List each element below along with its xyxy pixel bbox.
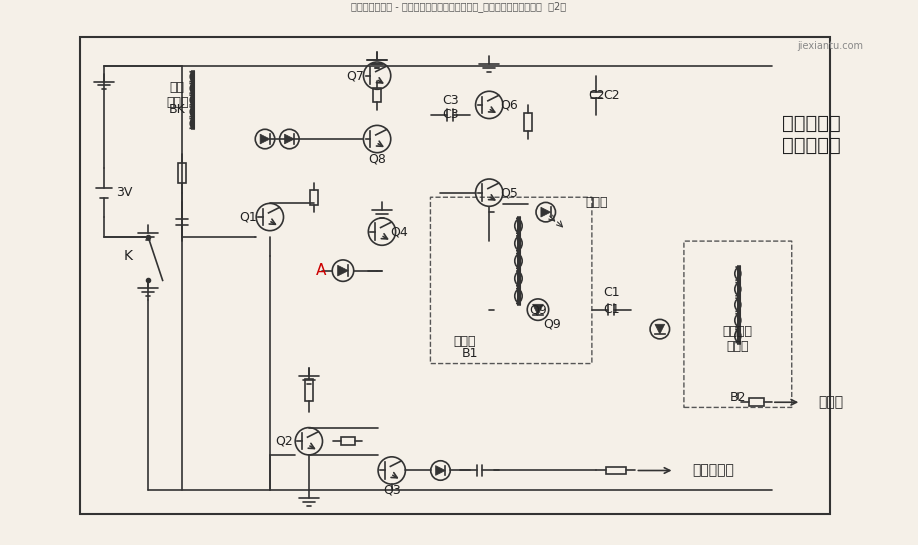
Text: 火焰传感器: 火焰传感器 [692, 463, 734, 477]
Text: B2: B2 [730, 391, 746, 404]
Text: jiexiantu.com: jiexiantu.com [798, 41, 864, 51]
Polygon shape [655, 324, 665, 334]
Bar [178, 164, 186, 183]
Bar [80, 37, 831, 514]
Text: Q1: Q1 [240, 210, 257, 223]
Polygon shape [260, 134, 270, 144]
Polygon shape [532, 304, 543, 315]
Text: Q5: Q5 [499, 186, 518, 199]
Polygon shape [338, 265, 348, 276]
Text: 点火高压
发生器: 点火高压 发生器 [722, 325, 753, 353]
Bar [606, 467, 626, 474]
Text: A: A [317, 263, 327, 278]
Text: C3: C3 [442, 108, 458, 121]
Text: C1: C1 [603, 286, 620, 299]
Text: Q9: Q9 [529, 303, 547, 316]
Text: Q9: Q9 [543, 318, 562, 331]
Text: 3V: 3V [116, 186, 132, 199]
Bar [748, 398, 764, 406]
Text: C3: C3 [442, 94, 458, 106]
Text: K: K [124, 249, 133, 263]
Bar [524, 113, 532, 130]
Text: C2: C2 [603, 89, 620, 102]
Polygon shape [285, 134, 295, 144]
Bar [374, 88, 381, 102]
Text: Q6: Q6 [499, 99, 518, 111]
Text: Q2: Q2 [275, 435, 294, 448]
Polygon shape [541, 207, 551, 217]
Bar [305, 379, 313, 401]
Text: 指示灯: 指示灯 [585, 196, 608, 209]
Text: 升压器: 升压器 [453, 335, 476, 348]
Text: 放电端: 放电端 [818, 395, 843, 409]
Text: 燃气
电磁阀: 燃气 电磁阀 [166, 81, 188, 109]
Text: 燃气热水器
电子点火器: 燃气热水器 电子点火器 [781, 114, 840, 155]
Text: C1: C1 [603, 303, 620, 316]
Bar [310, 190, 318, 205]
Text: C2: C2 [588, 89, 605, 102]
Polygon shape [436, 465, 445, 475]
Title: 点火器电路原理 - 燃气热水器点火器的原理分析_燃气热水器电路原理图  第2张: 点火器电路原理 - 燃气热水器点火器的原理分析_燃气热水器电路原理图 第2张 [352, 2, 566, 13]
Bar [341, 437, 355, 445]
Text: Q8: Q8 [368, 152, 386, 165]
Text: Q3: Q3 [383, 483, 400, 496]
Text: B1: B1 [462, 347, 478, 360]
Text: Q4: Q4 [391, 225, 409, 238]
Text: Q7: Q7 [347, 69, 364, 82]
Text: BK: BK [169, 104, 185, 116]
